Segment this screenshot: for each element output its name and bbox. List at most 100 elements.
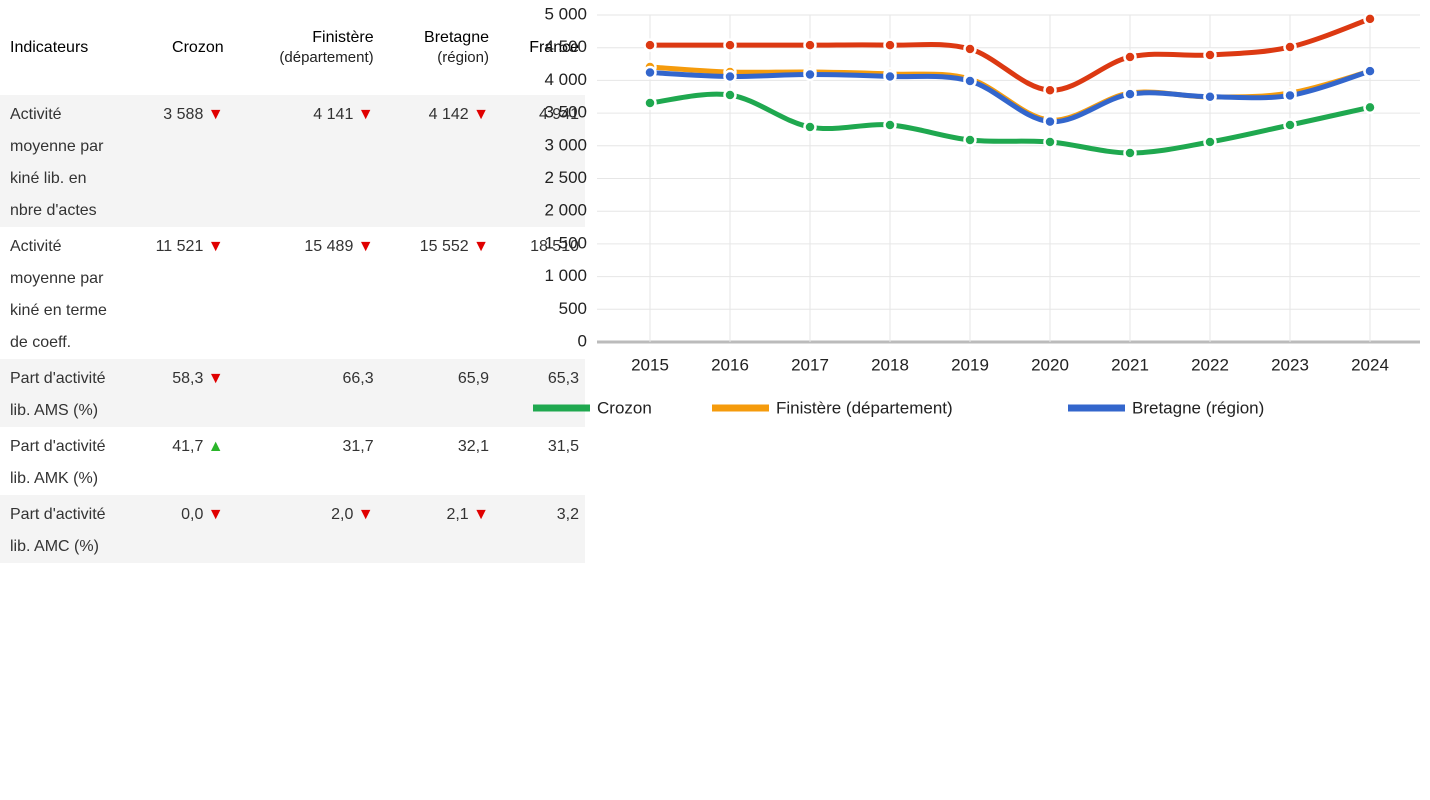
- data-point: [803, 38, 817, 52]
- trend-arrow: ▼: [203, 238, 224, 255]
- cell-value: 4 142: [428, 106, 469, 123]
- cell-value: 2,1: [446, 506, 469, 523]
- value-cell: 41,7 ▲: [116, 427, 230, 495]
- cell-value: 15 489: [304, 238, 354, 255]
- header-text: Crozon: [172, 38, 224, 56]
- row-label: Activité moyenne par kiné lib. en nbre d…: [0, 95, 116, 227]
- cell-value: 58,3: [172, 370, 204, 387]
- data-point: [1123, 146, 1137, 160]
- data-point: [963, 133, 977, 147]
- legend-label: Finistère (département): [776, 398, 953, 417]
- cell-value: 0,0: [181, 506, 204, 523]
- data-point: [883, 38, 897, 52]
- data-point: [1203, 48, 1217, 62]
- value-cell: 15 489 ▼: [230, 227, 380, 359]
- x-tick-label: 2016: [711, 355, 749, 374]
- value-cell: 11 521 ▼: [116, 227, 230, 359]
- data-point: [1363, 12, 1377, 26]
- indicator-table: Indicateurs Crozon Finistère (département) B…: [0, 0, 585, 563]
- cell-value: 31,7: [342, 438, 374, 455]
- cell-value: 31,5: [547, 438, 579, 455]
- data-point: [723, 69, 737, 84]
- cell-value: 4 141: [313, 106, 354, 123]
- row-label: Part d'activité lib. AMK (%): [10, 438, 106, 487]
- y-tick-label: 3 500: [544, 103, 587, 122]
- value-cell: 66,3: [229, 359, 380, 427]
- column-header: France: [495, 0, 585, 95]
- cell-value: 15 552: [419, 238, 469, 255]
- trend-arrow: ▼: [468, 506, 489, 523]
- y-tick-label: 4 000: [544, 70, 587, 89]
- header-line: Finistère: [312, 28, 374, 46]
- y-tick-label: 1 500: [544, 233, 587, 252]
- value-cell: 4 142 ▼: [379, 95, 495, 227]
- value-cell: 4 141 ▼: [229, 95, 380, 227]
- trend-arrow: ▼: [203, 106, 224, 123]
- chart: 0 500 1 000 1 500 2 000 2 500 3 000 3 500 4 000 4…: [533, 4, 1420, 417]
- table-row: Activité moyenne par kiné en terme de co…: [0, 227, 585, 359]
- data-point: [1363, 64, 1377, 78]
- value-cell: 65,3: [494, 359, 585, 427]
- column-header: Bretagne (région): [380, 0, 495, 95]
- value-cell: 3,2: [494, 495, 585, 563]
- y-tick-label: 0: [578, 331, 587, 350]
- x-tick-label: 2015: [631, 355, 669, 374]
- trend-arrow: ▼: [468, 238, 489, 255]
- trend-arrow: ▼: [203, 370, 224, 387]
- y-tick-label: 2 000: [544, 201, 587, 220]
- data-point: [643, 38, 657, 52]
- data-point: [1043, 114, 1057, 129]
- trend-arrow: ▼: [468, 106, 489, 123]
- cell-value: 18 510: [530, 238, 579, 255]
- column-header: Indicateurs: [0, 0, 116, 95]
- value-cell: 31,5: [495, 427, 585, 495]
- cell-value: 65,9: [457, 370, 489, 387]
- cell-value: 41,7: [172, 438, 204, 455]
- data-point: [803, 67, 817, 82]
- trend-arrow: ▼: [353, 106, 374, 123]
- data-point: [1283, 40, 1297, 54]
- value-cell: 31,7: [230, 427, 380, 495]
- x-tick-label: 2024: [1351, 355, 1389, 374]
- row-label: Part d'activité lib. AMC (%): [0, 495, 116, 563]
- header-text: Indicateurs: [10, 38, 89, 56]
- header-line: (département): [279, 48, 374, 66]
- cell-value: 11 521: [155, 238, 204, 255]
- value-cell: 2,1 ▼: [379, 495, 495, 563]
- series-line: [649, 91, 1371, 156]
- x-tick-label: 2018: [871, 355, 909, 374]
- value-cell: 4 941: [494, 95, 585, 227]
- data-point: [963, 42, 977, 56]
- header-line: Bretagne: [424, 28, 489, 46]
- y-tick-label: 5 000: [544, 4, 587, 23]
- value-cell: 0,0 ▼: [116, 495, 230, 563]
- legend-label: Bretagne (région): [1132, 398, 1264, 417]
- data-point: [803, 120, 817, 134]
- data-point: [1043, 135, 1057, 149]
- data-point: [723, 38, 737, 52]
- value-cell: 3 588 ▼: [116, 95, 230, 227]
- data-point: [643, 65, 657, 80]
- data-point: [723, 88, 737, 102]
- trend-arrow: ▲: [203, 438, 224, 455]
- cell-value: 65,3: [547, 370, 579, 387]
- data-point: [1043, 83, 1057, 97]
- data-point: [1203, 90, 1217, 104]
- data-point: [883, 118, 897, 132]
- data-point: [643, 96, 657, 110]
- y-tick-label: 2 500: [544, 168, 587, 187]
- trend-arrow: ▼: [353, 506, 374, 523]
- value-cell: 2,0 ▼: [229, 495, 380, 563]
- data-point: [1123, 50, 1137, 64]
- table-row: Part d'activité lib. AMS (%) 58,3 ▼ 66,3 65…: [0, 359, 585, 427]
- table-row: Part d'activité lib. AMK (%) 41,7 ▲ 31,7 32…: [0, 427, 585, 495]
- cell-value: 66,3: [342, 370, 374, 387]
- legend-label: Crozon: [597, 398, 652, 417]
- y-tick-label: 1 000: [544, 266, 587, 285]
- data-point: [1283, 118, 1297, 132]
- data-point: [883, 69, 897, 84]
- x-tick-label: 2023: [1271, 355, 1309, 374]
- x-tick-label: 2020: [1031, 355, 1069, 374]
- data-point: [1123, 87, 1137, 101]
